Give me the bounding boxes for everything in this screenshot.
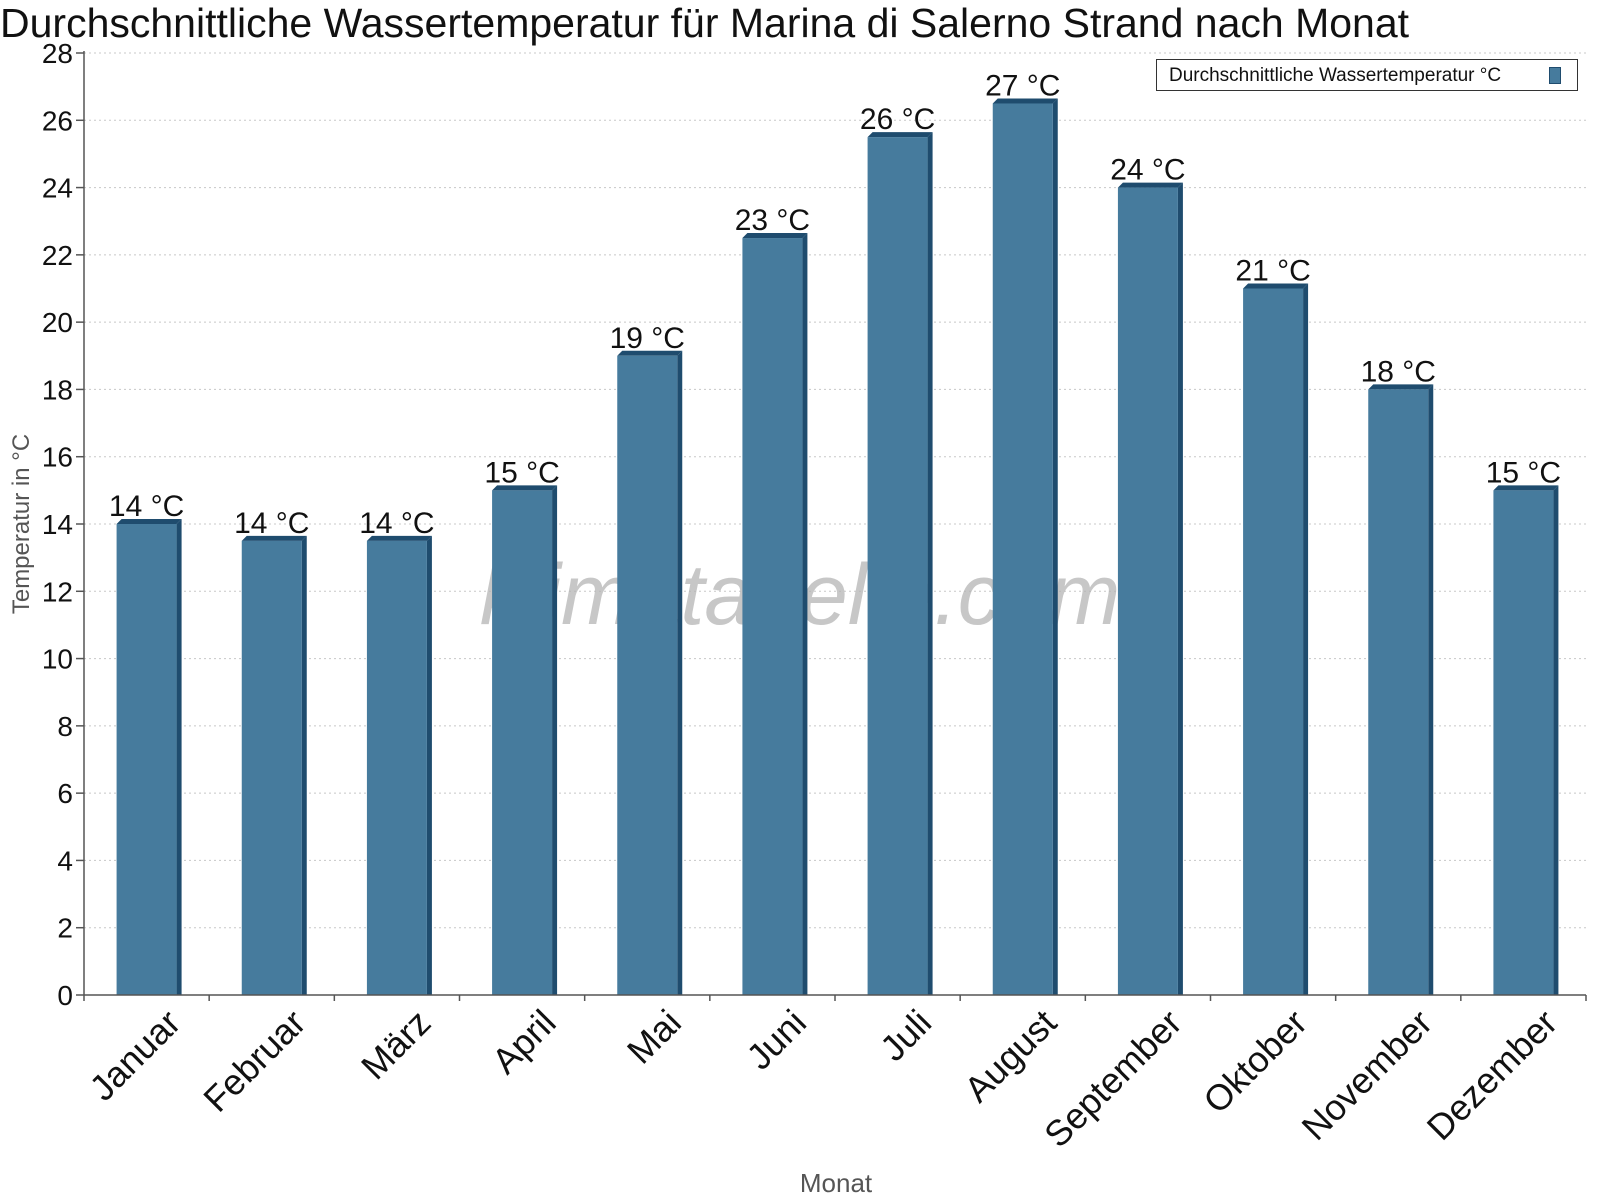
- bar-side: [802, 233, 808, 996]
- y-tick-label: 0: [57, 980, 73, 1011]
- bar: [1493, 490, 1554, 995]
- y-tick-label: 2: [57, 913, 73, 944]
- x-tick-label: Oktober: [1195, 1002, 1315, 1122]
- y-tick-label: 24: [42, 173, 73, 204]
- y-tick-label: 6: [57, 778, 73, 809]
- x-tick-label: Dezember: [1419, 1002, 1565, 1148]
- x-tick-label: März: [353, 1002, 439, 1088]
- bar-side: [1428, 384, 1434, 995]
- bar: [241, 540, 302, 995]
- bar-side: [301, 535, 307, 995]
- bar-side: [1303, 283, 1309, 995]
- data-label: 26 °C: [860, 103, 935, 136]
- y-tick-label: 22: [42, 240, 73, 271]
- bar: [1117, 187, 1178, 996]
- legend-swatch: [1549, 67, 1561, 84]
- x-tick-label: April: [484, 1002, 564, 1082]
- bar-side: [426, 535, 432, 995]
- bar-side: [1052, 98, 1058, 995]
- bar-top: [1117, 182, 1183, 188]
- bar-top: [116, 519, 182, 524]
- bar-top: [867, 132, 933, 138]
- data-label: 15 °C: [484, 456, 559, 489]
- x-tick-label: August: [956, 1002, 1064, 1110]
- data-label: 19 °C: [610, 322, 685, 355]
- bar-top: [1243, 283, 1309, 289]
- bar: [867, 137, 928, 995]
- data-label: 15 °C: [1486, 456, 1561, 489]
- bar-side: [1553, 485, 1559, 995]
- data-label: 14 °C: [359, 507, 434, 540]
- bar-side: [1177, 182, 1183, 996]
- legend-label: Durchschnittliche Wassertemperatur °C: [1169, 65, 1502, 86]
- bar: [366, 540, 427, 995]
- x-tick-label: September: [1036, 1002, 1190, 1156]
- data-label: 24 °C: [1110, 154, 1185, 187]
- bar-top: [742, 233, 808, 239]
- bar: [742, 238, 803, 996]
- x-tick-label: Mai: [619, 1002, 689, 1072]
- x-axis-title: Monat: [800, 1168, 873, 1198]
- bar: [1368, 389, 1429, 995]
- y-tick-label: 14: [42, 509, 73, 540]
- data-label: 18 °C: [1361, 355, 1436, 388]
- data-label: 14 °C: [109, 490, 184, 523]
- bar: [617, 355, 678, 995]
- bar-top: [1493, 485, 1559, 491]
- y-tick-label: 4: [57, 845, 73, 876]
- x-tick-label: Juni: [738, 1002, 814, 1078]
- y-tick-label: 28: [42, 38, 73, 69]
- data-label: 23 °C: [735, 204, 810, 237]
- y-axis-title: Temperatur in °C: [8, 434, 35, 614]
- x-tick-label: Juli: [872, 1002, 939, 1069]
- bar-top: [992, 98, 1058, 104]
- bar-side: [176, 519, 182, 995]
- bar-top: [241, 535, 307, 541]
- bar: [116, 524, 177, 995]
- chart-title: Durchschnittliche Wassertemperatur für M…: [0, 0, 1410, 46]
- y-tick-label: 26: [42, 105, 73, 136]
- y-tick-label: 16: [42, 442, 73, 473]
- bar-side: [552, 485, 558, 995]
- y-tick-label: 18: [42, 374, 73, 405]
- legend: Durchschnittliche Wassertemperatur °C: [1156, 59, 1578, 91]
- data-label: 27 °C: [985, 69, 1060, 102]
- data-label: 21 °C: [1235, 255, 1310, 288]
- bar-top: [492, 485, 558, 491]
- x-tick-label: Februar: [195, 1002, 313, 1120]
- bar-top: [617, 350, 683, 356]
- bar-top: [1368, 384, 1434, 390]
- data-label: 14 °C: [234, 507, 309, 540]
- bar-side: [677, 350, 683, 995]
- y-tick-label: 12: [42, 576, 73, 607]
- bar: [1243, 288, 1304, 995]
- bar-side: [927, 132, 933, 995]
- bar-top: [366, 535, 432, 541]
- x-tick-label: November: [1293, 1002, 1439, 1148]
- bar: [492, 490, 553, 995]
- y-tick-label: 10: [42, 644, 73, 675]
- y-tick-label: 20: [42, 307, 73, 338]
- x-tick-label: Januar: [81, 1002, 188, 1109]
- y-tick-label: 8: [57, 711, 73, 742]
- bar: [992, 103, 1053, 995]
